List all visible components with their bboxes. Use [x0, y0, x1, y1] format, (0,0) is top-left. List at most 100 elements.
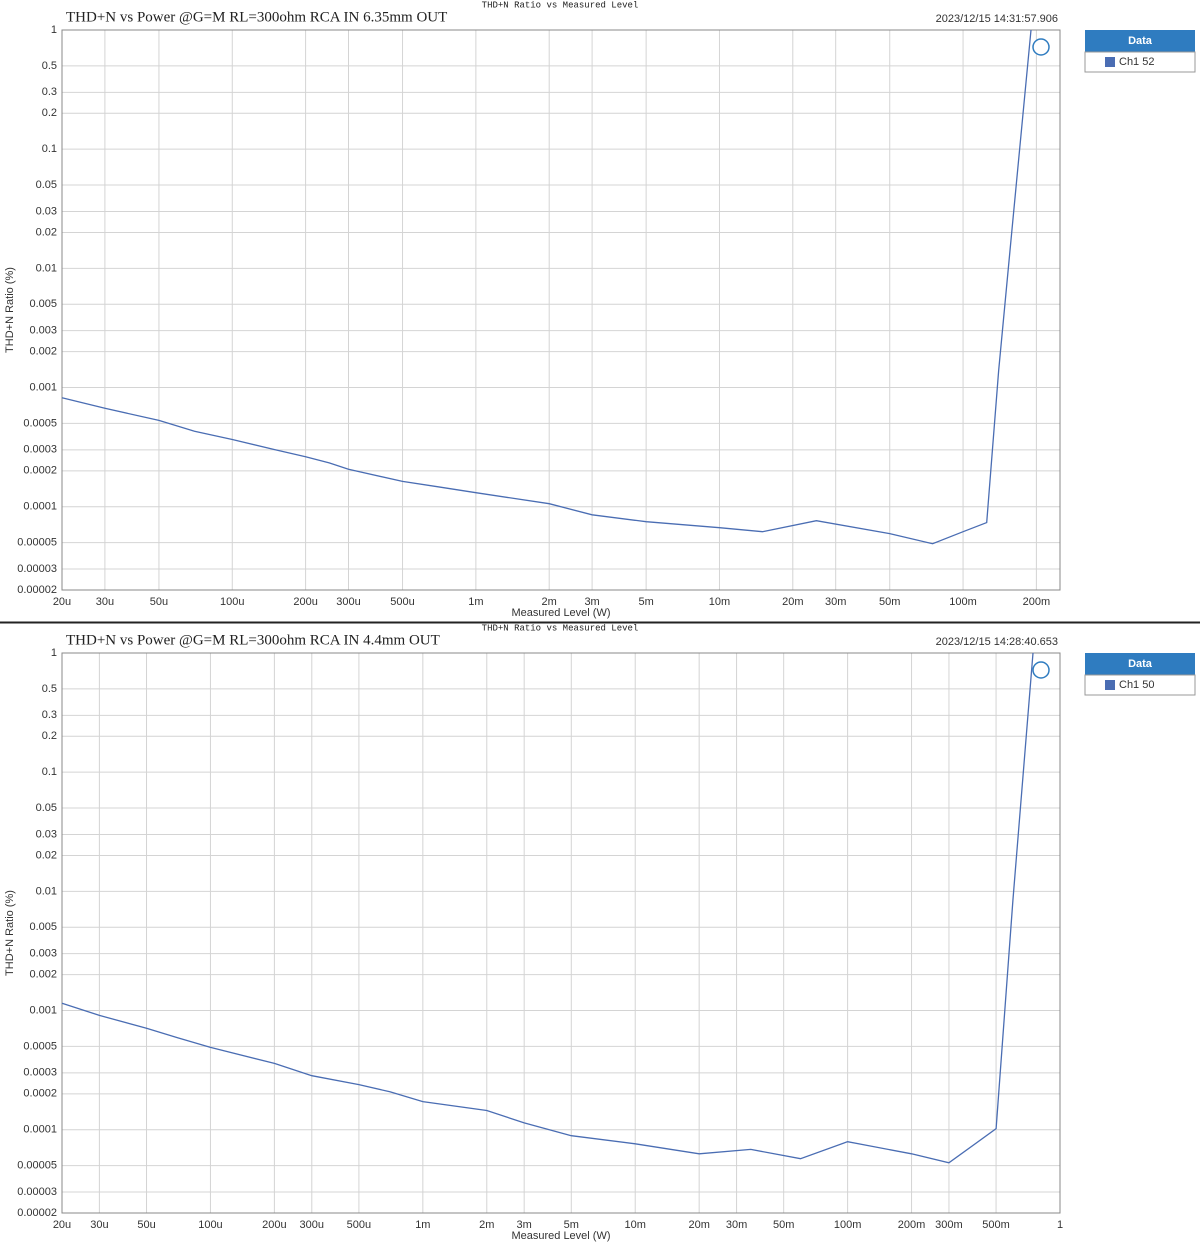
x-tick-label: 3m — [584, 596, 599, 608]
y-tick-label: 0.0003 — [23, 444, 57, 456]
x-tick-label: 100m — [949, 596, 977, 608]
x-tick-label: 500m — [982, 1219, 1010, 1231]
y-tick-label: 0.0003 — [23, 1067, 57, 1079]
y-tick-label: 0.02 — [36, 849, 57, 861]
y-tick-label: 0.0002 — [23, 1088, 57, 1100]
x-tick-label: 500u — [390, 596, 414, 608]
y-tick-label: 1 — [51, 24, 57, 36]
y-tick-label: 0.03 — [36, 828, 57, 840]
x-tick-label: 500u — [347, 1219, 371, 1231]
x-tick-label: 200u — [293, 596, 317, 608]
y-tick-label: 0.5 — [42, 60, 57, 72]
plot-area — [61, 29, 1061, 591]
x-tick-label: 300u — [336, 596, 360, 608]
x-tick-label: 200u — [262, 1219, 286, 1231]
y-tick-label: 0.01 — [36, 262, 57, 274]
x-tick-label: 5m — [564, 1219, 579, 1231]
legend-title: Data — [1128, 35, 1153, 47]
y-axis-label: THD+N Ratio (%) — [4, 890, 16, 976]
x-tick-label: 300u — [300, 1219, 324, 1231]
x-tick-label: 300m — [935, 1219, 963, 1231]
y-tick-label: 0.02 — [36, 226, 57, 238]
legend-label: Ch1 52 — [1119, 56, 1154, 68]
y-tick-label: 0.0002 — [23, 465, 57, 477]
x-tick-label: 100m — [834, 1219, 862, 1231]
y-tick-label: 0.1 — [42, 766, 57, 778]
chart-title: THD+N vs Power @G=M RL=300ohm RCA IN 4.4… — [66, 632, 440, 648]
y-tick-label: 0.00005 — [17, 536, 57, 548]
x-tick-label: 30m — [825, 596, 846, 608]
plot-border — [61, 652, 1061, 1214]
x-tick-label: 100u — [220, 596, 244, 608]
x-tick-label: 30m — [726, 1219, 747, 1231]
x-tick-label: 2m — [542, 596, 557, 608]
chart-title: THD+N vs Power @G=M RL=300ohm RCA IN 6.3… — [66, 9, 447, 25]
y-tick-label: 0.005 — [29, 298, 57, 310]
y-tick-label: 0.0005 — [23, 1040, 57, 1052]
x-tick-label: 20m — [782, 596, 803, 608]
y-tick-label: 0.002 — [29, 969, 57, 981]
x-tick-label: 2m — [479, 1219, 494, 1231]
y-tick-label: 0.00005 — [17, 1159, 57, 1171]
plot-area — [61, 652, 1061, 1214]
y-tick-label: 0.00002 — [17, 1207, 57, 1219]
x-tick-label: 10m — [709, 596, 730, 608]
y-tick-label: 0.3 — [42, 86, 57, 98]
ap-logo — [1032, 38, 1050, 56]
legend-label: Ch1 50 — [1119, 679, 1154, 691]
x-tick-label: 50m — [773, 1219, 794, 1231]
y-tick-label: 0.5 — [42, 683, 57, 695]
x-tick-label: 5m — [638, 596, 653, 608]
x-axis-label: Measured Level (W) — [511, 607, 610, 619]
y-axis-label: THD+N Ratio (%) — [4, 267, 16, 353]
legend-header — [1085, 653, 1195, 675]
y-tick-label: 1 — [51, 647, 57, 659]
y-tick-label: 0.05 — [36, 179, 57, 191]
y-tick-label: 0.0001 — [23, 501, 57, 513]
legend-title: Data — [1128, 658, 1153, 670]
x-tick-label: 10m — [625, 1219, 646, 1231]
y-tick-label: 0.0005 — [23, 417, 57, 429]
y-tick-label: 0.002 — [29, 346, 57, 358]
y-tick-label: 0.003 — [29, 325, 57, 337]
x-tick-label: 30u — [90, 1219, 108, 1231]
y-tick-label: 0.3 — [42, 709, 57, 721]
y-tick-label: 0.00003 — [17, 563, 57, 575]
x-tick-label: 1m — [415, 1219, 430, 1231]
x-tick-label: 1m — [468, 596, 483, 608]
x-tick-label: 20u — [53, 1219, 71, 1231]
y-tick-label: 0.00002 — [17, 584, 57, 596]
x-tick-label: 200m — [898, 1219, 926, 1231]
legend-swatch — [1105, 680, 1115, 690]
y-tick-label: 0.0001 — [23, 1124, 57, 1136]
x-tick-label: 50u — [137, 1219, 155, 1231]
legend-swatch — [1105, 57, 1115, 67]
y-tick-label: 0.2 — [42, 730, 57, 742]
legend-header — [1085, 30, 1195, 52]
chart-header: THD+N Ratio vs Measured Level — [482, 0, 639, 10]
x-axis-label: Measured Level (W) — [511, 1230, 610, 1242]
y-tick-label: 0.2 — [42, 107, 57, 119]
y-tick-label: 0.005 — [29, 921, 57, 933]
x-tick-label: 50u — [150, 596, 168, 608]
timestamp: 2023/12/15 14:31:57.906 — [936, 13, 1058, 25]
x-tick-label: 100u — [198, 1219, 222, 1231]
x-tick-label: 20m — [688, 1219, 709, 1231]
ap-logo — [1032, 661, 1050, 679]
data-line — [61, 652, 1034, 1164]
x-tick-label: 3m — [517, 1219, 532, 1231]
data-line — [61, 29, 1032, 545]
x-tick-label: 1 — [1057, 1219, 1063, 1231]
x-tick-label: 200m — [1023, 596, 1051, 608]
y-tick-label: 0.1 — [42, 143, 57, 155]
x-tick-label: 20u — [53, 596, 71, 608]
y-tick-label: 0.01 — [36, 885, 57, 897]
x-tick-label: 30u — [96, 596, 114, 608]
chart-header: THD+N Ratio vs Measured Level — [482, 623, 639, 633]
y-tick-label: 0.00003 — [17, 1186, 57, 1198]
y-tick-label: 0.001 — [29, 381, 57, 393]
y-tick-label: 0.001 — [29, 1004, 57, 1016]
y-tick-label: 0.03 — [36, 205, 57, 217]
timestamp: 2023/12/15 14:28:40.653 — [936, 636, 1058, 648]
